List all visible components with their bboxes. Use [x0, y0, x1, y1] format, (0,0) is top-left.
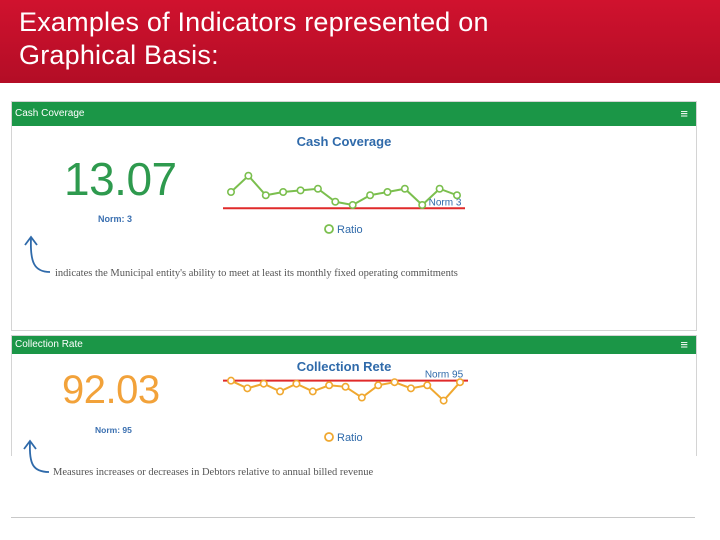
data-point	[456, 378, 465, 387]
data-point	[390, 378, 399, 387]
norm-line-label: Norm 95	[425, 370, 464, 381]
norm-line-label: Norm 3	[429, 197, 462, 208]
data-point	[261, 191, 270, 200]
slide-title-bar: Examples of Indicators represented on Gr…	[0, 0, 720, 83]
data-point	[366, 191, 375, 200]
data-point	[348, 201, 357, 210]
collection-rate-chart: Collection Rete Norm 95 Ratio	[223, 359, 468, 444]
collection-rate-panel: Collection Rate ≡ 92.03 Norm: 95	[11, 335, 697, 456]
series-line	[230, 174, 458, 207]
curved-arrow-icon	[24, 235, 51, 273]
data-point	[244, 171, 253, 180]
data-point	[341, 382, 350, 391]
cash-coverage-norm: Norm: 3	[98, 214, 133, 224]
data-point	[296, 186, 305, 195]
legend-label: Ratio	[337, 224, 363, 236]
collection-rate-panel-header: Collection Rate ≡	[12, 336, 696, 354]
data-point	[435, 184, 444, 193]
data-point	[243, 384, 252, 393]
cash-coverage-header-label: Cash Coverage	[15, 108, 85, 119]
collection-rate-value: 92.03	[62, 368, 160, 412]
curved-arrow-icon	[23, 439, 50, 473]
data-point	[276, 387, 285, 396]
chart-title: Cash Coverage	[297, 134, 392, 149]
collection-rate-header-label: Collection Rate	[15, 339, 83, 350]
cash-coverage-panel-header: Cash Coverage ≡	[12, 102, 696, 126]
cash-coverage-panel: Cash Coverage ≡ 13.07 Norm: 3	[11, 101, 697, 331]
slide-title: Examples of Indicators represented on Gr…	[19, 6, 489, 72]
data-point	[226, 187, 235, 196]
data-point	[292, 379, 301, 388]
data-point	[308, 387, 317, 396]
chart-title: Collection Rete	[297, 359, 392, 374]
hamburger-icon[interactable]: ≡	[680, 106, 688, 121]
data-point	[400, 184, 409, 193]
data-point	[226, 376, 235, 385]
data-point	[383, 187, 392, 196]
hamburger-icon[interactable]: ≡	[680, 337, 688, 352]
data-point	[423, 381, 432, 390]
data-point	[439, 396, 448, 405]
cash-coverage-value: 13.07	[64, 153, 177, 205]
collection-rate-norm: Norm: 95	[95, 425, 132, 435]
data-point	[313, 184, 322, 193]
cash-coverage-description: indicates the Municipal entity's ability…	[55, 268, 458, 279]
cash-coverage-chart: Cash Coverage Norm 3 Ratio	[223, 134, 465, 236]
data-point	[325, 381, 334, 390]
legend-marker	[324, 432, 334, 442]
data-point	[406, 384, 415, 393]
data-point	[357, 393, 366, 402]
slide-title-line-1: Examples of Indicators represented on	[19, 7, 489, 37]
data-point	[374, 381, 383, 390]
divider	[11, 517, 695, 518]
data-point	[453, 191, 462, 200]
data-point	[331, 197, 340, 206]
data-point	[418, 201, 427, 210]
data-point	[279, 187, 288, 196]
legend-label: Ratio	[337, 432, 363, 444]
legend-marker	[324, 224, 334, 234]
collection-rate-description: Measures increases or decreases in Debto…	[53, 467, 374, 478]
data-point	[259, 379, 268, 388]
slide-title-line-2: Graphical Basis:	[19, 40, 219, 70]
